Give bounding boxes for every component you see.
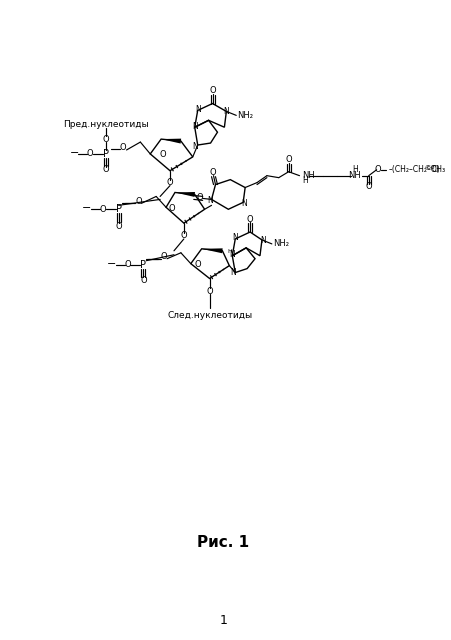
Text: O: O [102,165,109,174]
Text: O: O [161,252,167,261]
Text: O: O [196,193,202,202]
Text: N: N [207,196,213,205]
Polygon shape [175,192,194,197]
Text: O: O [209,86,216,95]
Text: P: P [102,149,109,159]
Text: N: N [194,105,200,114]
Text: Пред.нуклеотиды: Пред.нуклеотиды [63,120,148,129]
Text: N: N [223,107,229,116]
Text: O: O [166,178,173,187]
Text: −: − [82,204,92,213]
Text: Рис. 1: Рис. 1 [197,535,249,550]
Polygon shape [161,139,181,143]
Text: NH: NH [302,171,314,180]
Text: O: O [209,168,216,177]
Text: O: O [168,204,175,212]
Text: O: O [99,205,106,214]
Text: H: H [226,250,231,254]
Text: N: N [241,199,247,208]
Text: NH: NH [348,171,360,180]
Text: P: P [115,204,121,214]
Text: H: H [302,176,308,185]
Text: N: N [191,122,197,131]
Text: O: O [246,214,253,223]
Text: NH₂: NH₂ [272,239,288,248]
Text: −: − [107,259,116,269]
Text: След.нуклеотиды: След.нуклеотиды [166,310,252,319]
Text: O: O [160,150,166,159]
Text: O: O [285,156,291,164]
Text: O: O [373,165,380,174]
Text: O: O [180,232,187,241]
Text: N: N [259,236,265,245]
Text: N: N [230,268,235,277]
Text: O: O [115,221,122,230]
Text: NH₂: NH₂ [237,111,253,120]
Text: O: O [87,149,93,159]
Text: P: P [140,260,146,269]
Text: O: O [135,197,142,206]
Text: H: H [351,165,357,174]
Text: O: O [194,260,201,269]
Polygon shape [201,248,222,253]
Text: N: N [229,250,235,259]
Text: O: O [140,276,146,285]
Text: O: O [102,134,109,143]
Text: N: N [232,234,238,243]
Text: 1: 1 [219,614,227,627]
Text: CH₃: CH₃ [431,165,445,174]
Text: N: N [191,141,197,150]
Text: O: O [119,143,126,152]
Text: O: O [364,182,371,191]
Text: −: − [69,148,78,158]
Text: –(CH₂–CH₂–O): –(CH₂–CH₂–O) [387,165,439,174]
Text: O: O [206,287,212,296]
Text: O: O [124,260,130,269]
Text: 450: 450 [424,165,435,170]
